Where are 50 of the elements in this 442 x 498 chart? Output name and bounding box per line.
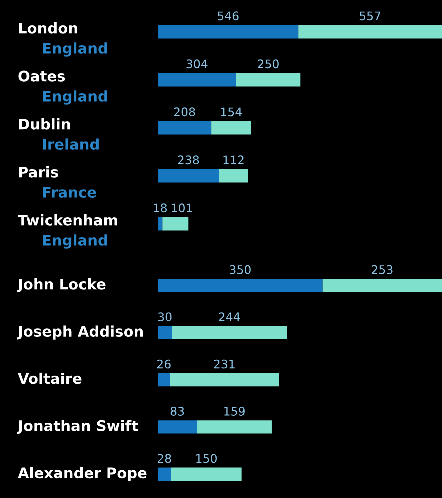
bar (158, 278, 323, 292)
category-label: Voltaire (18, 372, 82, 384)
data-label: 83 (170, 407, 184, 416)
data-label: 557 (360, 12, 381, 21)
bar (158, 326, 172, 340)
bar (162, 217, 189, 231)
data-label: 231 (214, 360, 235, 369)
bar (158, 420, 198, 434)
bar (212, 121, 252, 135)
data-label: 244 (219, 312, 240, 322)
data-label: 546 (218, 12, 239, 21)
data-label: 208 (174, 108, 196, 117)
data-label: 238 (178, 156, 200, 165)
bar (322, 278, 442, 292)
data-label: 159 (224, 407, 245, 416)
category-label: Jonathan Swift (17, 420, 138, 434)
bar (158, 373, 170, 387)
bar (158, 217, 163, 231)
category-label: Paris France (19, 166, 96, 198)
data-label: 304 (186, 60, 208, 69)
data-label: 250 (258, 60, 279, 69)
data-label: 154 (221, 108, 242, 117)
data-label: 350 (230, 265, 251, 274)
category-label: London England (19, 22, 108, 57)
bar (158, 73, 236, 87)
data-label: 253 (372, 265, 393, 274)
data-label: 150 (196, 454, 217, 464)
bar (158, 169, 220, 183)
data-label: 28 (158, 454, 172, 464)
bar (236, 73, 301, 87)
bar (172, 326, 288, 340)
category-label: Oates England (18, 70, 108, 105)
bar (158, 25, 299, 39)
bar (158, 121, 212, 135)
category-label: Twickenham England (18, 214, 118, 249)
bar (298, 25, 442, 39)
data-label: 112 (224, 156, 244, 164)
data-label: 26 (157, 360, 171, 369)
category-label: Alexander Pope (18, 467, 147, 482)
category-label: John Locke (17, 278, 106, 293)
bar (197, 420, 272, 434)
bar (219, 169, 248, 183)
category-label: Joseph Addison (17, 326, 144, 340)
bar (158, 468, 172, 482)
data-label: 30 (158, 312, 172, 322)
bar (171, 468, 242, 482)
data-label: 18 (154, 204, 168, 213)
bar (170, 373, 280, 387)
category-label: Dublin Ireland (19, 118, 99, 150)
data-label: 101 (172, 204, 192, 213)
